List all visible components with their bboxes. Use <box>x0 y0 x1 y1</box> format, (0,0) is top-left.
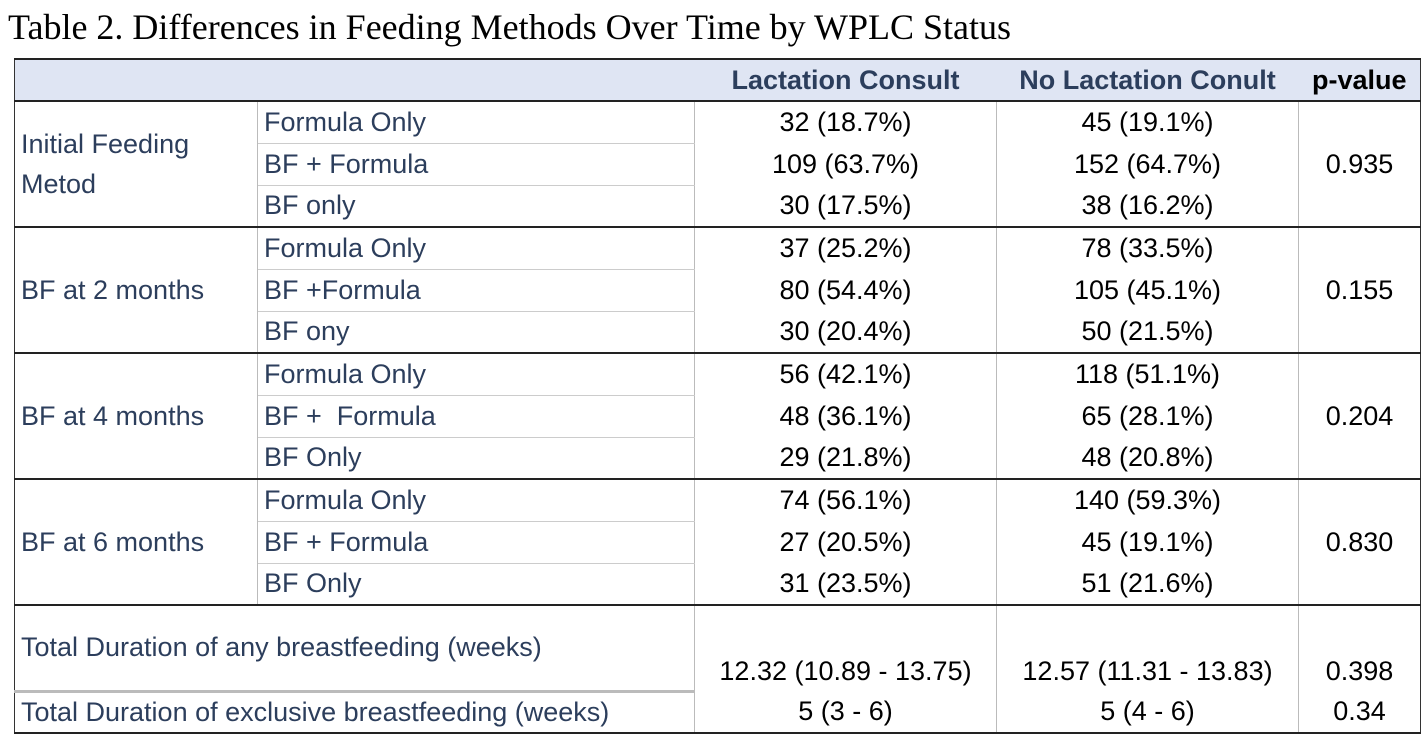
table-row: BF +Formula 80 (54.4%) 105 (45.1%) <box>15 269 1421 312</box>
table-row: BF + Formula 48 (36.1%) 65 (28.1%) <box>15 395 1421 438</box>
total-row: Total Duration of exclusive breastfeedin… <box>14 689 1421 734</box>
table-row: BF at 6 months Formula Only 74 (56.1%) 1… <box>14 479 1421 606</box>
p-value: 0.204 <box>1298 353 1421 480</box>
total-label: Total Duration of exclusive breastfeedin… <box>14 689 695 734</box>
p-value: 0.155 <box>1298 227 1421 354</box>
p-value: 0.830 <box>1298 479 1421 606</box>
no-lactation-consult-value: 50 (21.5%) <box>996 311 1299 354</box>
no-lactation-consult-value: 140 (59.3%) <box>996 479 1299 521</box>
no-lactation-consult-value: 105 (45.1%) <box>996 269 1299 311</box>
lactation-consult-value: 48 (36.1%) <box>694 395 997 437</box>
row-label: BF +Formula <box>257 269 695 312</box>
table-row: BF ony 30 (20.4%) 50 (21.5%) <box>15 311 1421 354</box>
table-row: BF + Formula 109 (63.7%) 152 (64.7%) <box>15 143 1421 186</box>
lactation-consult-value: 30 (17.5%) <box>694 185 997 228</box>
no-lactation-consult-value: 152 (64.7%) <box>996 143 1299 185</box>
feeding-methods-table: Lactation Consult No Lactation Conult p-… <box>14 58 1421 734</box>
no-lactation-consult-value: 12.57 (11.31 - 13.83) <box>996 605 1299 691</box>
header-no-lactation-consult: No Lactation Conult <box>996 58 1299 102</box>
no-lactation-consult-value: 51 (21.6%) <box>996 563 1299 606</box>
no-lactation-consult-value: 5 (4 - 6) <box>996 691 1299 734</box>
p-value: 0.398 <box>1298 605 1421 691</box>
table-row: BF Only 31 (23.5%) 51 (21.6%) <box>15 563 1421 606</box>
row-label: BF Only <box>257 437 695 480</box>
no-lactation-consult-value: 45 (19.1%) <box>996 521 1299 563</box>
no-lactation-consult-value: 45 (19.1%) <box>996 101 1299 143</box>
row-label: BF + Formula <box>257 521 695 564</box>
lactation-consult-value: 30 (20.4%) <box>694 311 997 354</box>
lactation-consult-value: 31 (23.5%) <box>694 563 997 606</box>
row-label: Formula Only <box>257 101 695 144</box>
p-value: 0.34 <box>1298 691 1421 734</box>
header-row: Lactation Consult No Lactation Conult p-… <box>14 58 1421 102</box>
group-label: BF at 6 months <box>14 479 258 606</box>
group-label: BF at 2 months <box>14 227 258 354</box>
row-label: BF Only <box>257 563 695 606</box>
header-blank <box>14 58 695 102</box>
lactation-consult-value: 74 (56.1%) <box>694 479 997 521</box>
row-label: BF only <box>257 185 695 228</box>
lactation-consult-value: 32 (18.7%) <box>694 101 997 143</box>
table-row: BF at 4 months Formula Only 56 (42.1%) 1… <box>14 353 1421 480</box>
row-label: Formula Only <box>257 353 695 396</box>
total-label: Total Duration of any breastfeeding (wee… <box>14 605 695 691</box>
row-label: BF + Formula <box>257 143 695 186</box>
lactation-consult-value: 27 (20.5%) <box>694 521 997 563</box>
table-row: Initial Feeding Metod Formula Only 32 (1… <box>14 101 1421 228</box>
lactation-consult-value: 37 (25.2%) <box>694 227 997 269</box>
table-row: BF at 2 months Formula Only 37 (25.2%) 7… <box>14 227 1421 354</box>
no-lactation-consult-value: 48 (20.8%) <box>996 437 1299 480</box>
lactation-consult-value: 109 (63.7%) <box>694 143 997 185</box>
group-label: BF at 4 months <box>14 353 258 480</box>
row-label: Formula Only <box>257 227 695 270</box>
lactation-consult-value: 29 (21.8%) <box>694 437 997 480</box>
row-label: BF ony <box>257 311 695 354</box>
lactation-consult-value: 12.32 (10.89 - 13.75) <box>694 605 997 691</box>
p-value: 0.935 <box>1298 101 1421 228</box>
no-lactation-consult-value: 38 (16.2%) <box>996 185 1299 228</box>
lactation-consult-value: 56 (42.1%) <box>694 353 997 395</box>
row-label: BF + Formula <box>257 395 695 438</box>
table-caption: Table 2. Differences in Feeding Methods … <box>8 7 1012 47</box>
table-row: BF + Formula 27 (20.5%) 45 (19.1%) <box>15 521 1421 564</box>
group-label: Initial Feeding Metod <box>14 101 258 228</box>
total-row: Total Duration of any breastfeeding (wee… <box>14 605 1421 691</box>
no-lactation-consult-value: 78 (33.5%) <box>996 227 1299 269</box>
no-lactation-consult-value: 65 (28.1%) <box>996 395 1299 437</box>
lactation-consult-value: 80 (54.4%) <box>694 269 997 311</box>
no-lactation-consult-value: 118 (51.1%) <box>996 353 1299 395</box>
header-p-value: p-value <box>1298 58 1421 102</box>
lactation-consult-value: 5 (3 - 6) <box>694 691 997 734</box>
table-row: BF Only 29 (21.8%) 48 (20.8%) <box>15 437 1421 480</box>
row-label: Formula Only <box>257 479 695 522</box>
table-row: BF only 30 (17.5%) 38 (16.2%) <box>15 185 1421 228</box>
header-lactation-consult: Lactation Consult <box>694 58 997 102</box>
